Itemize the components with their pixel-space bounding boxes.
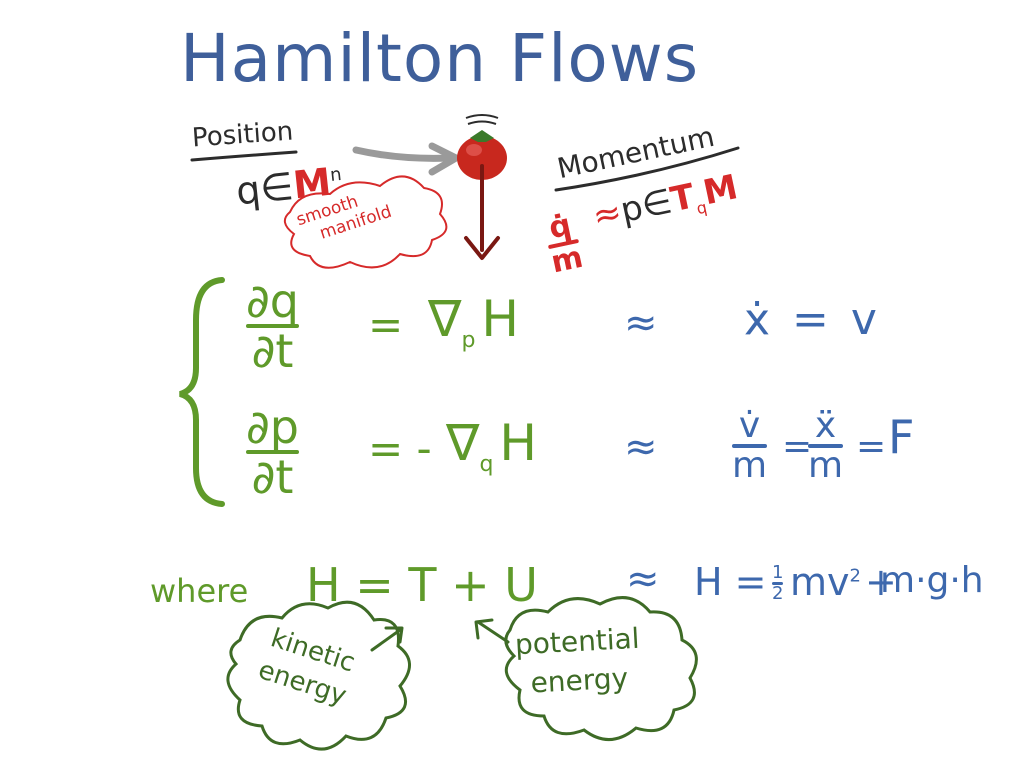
energy-plus: + xyxy=(864,560,897,604)
kinetic-arrow xyxy=(370,628,402,652)
eq2-xddot-over-m: ẍ m xyxy=(808,405,844,486)
potential-energy-label: potential energy xyxy=(514,619,642,704)
system-brace xyxy=(179,277,225,507)
eq2-sub: q xyxy=(479,452,494,477)
eq1-H: H xyxy=(481,290,520,348)
eq2-f1-num: v̇ xyxy=(738,405,761,446)
eq1-rhs: ∇p H xyxy=(428,290,519,353)
eq2-vdot-over-m: v̇ m xyxy=(732,405,768,486)
energy-H: H = xyxy=(694,560,767,604)
eq1-right: ẋ = v xyxy=(744,294,877,345)
energy-mv: mv xyxy=(790,560,850,604)
eq2-equals-a: = xyxy=(782,426,813,467)
energy-square: 2 xyxy=(849,565,861,587)
energy-right: H = xyxy=(694,560,767,604)
gravity-arrowhead xyxy=(464,236,500,260)
hamiltonian-definition: H = T + U xyxy=(306,558,538,612)
momentum-underline xyxy=(554,146,740,192)
where-label: where xyxy=(150,572,249,610)
potential-arrowhead xyxy=(474,618,494,640)
half-num: 1 xyxy=(772,562,784,583)
eq2-num: ∂p xyxy=(246,400,299,454)
page-title: Hamilton Flows xyxy=(180,20,700,97)
position-underline xyxy=(190,150,298,162)
potential-line2: energy xyxy=(529,661,629,700)
kinetic-cloud-icon xyxy=(226,600,411,751)
eq1-v: v xyxy=(850,294,877,345)
eq1-den: ∂t xyxy=(251,324,294,378)
half-den: 2 xyxy=(772,583,784,604)
half-fraction: 1 2 xyxy=(772,562,784,604)
eq1-lhs-fraction: ∂q ∂t xyxy=(246,278,299,374)
potential-cloud-icon xyxy=(504,596,698,741)
eq2-f2-den: m xyxy=(808,445,844,486)
eq2-H: H xyxy=(499,414,538,472)
eq1-equals: = xyxy=(368,300,404,349)
eq2-approx: ≈ xyxy=(624,424,658,470)
qdot-den: m xyxy=(548,239,586,281)
position-dim: n xyxy=(329,163,343,186)
energy-kinetic-term: mv2 + xyxy=(790,560,897,604)
eq2-rhs: ∇q H xyxy=(446,414,537,477)
position-in: ∈ xyxy=(257,163,296,211)
kinetic-arrowhead xyxy=(384,626,404,644)
where-approx: ≈ xyxy=(626,556,660,602)
eq2-equals: = - xyxy=(368,424,432,473)
potential-arrow xyxy=(476,620,510,644)
eq1-sub: p xyxy=(461,328,476,353)
eq2-lhs-fraction: ∂p ∂t xyxy=(246,404,299,500)
eq2-nabla: ∇ xyxy=(446,414,480,472)
eq1-nabla: ∇ xyxy=(428,290,462,348)
grey-arrow xyxy=(352,146,454,162)
grey-arrowhead xyxy=(428,142,460,176)
eq2-equals-b: = xyxy=(856,426,887,467)
potential-line1: potential xyxy=(514,621,641,662)
eq2-force: F xyxy=(888,410,915,464)
eq2-f2-num: ẍ xyxy=(814,405,837,446)
eq1-xdot: ẋ xyxy=(744,294,771,345)
energy-potential-term: m·g·h xyxy=(880,560,984,601)
tomato-icon xyxy=(457,114,507,180)
eq1-right-equals: = xyxy=(792,294,829,345)
eq2-den: ∂t xyxy=(251,450,294,504)
eq1-approx: ≈ xyxy=(624,300,658,346)
manifold-cloud-icon xyxy=(283,175,448,269)
eq2-f1-den: m xyxy=(732,445,768,486)
eq1-num: ∂q xyxy=(246,274,299,328)
qdot-num: q̇ xyxy=(545,207,575,247)
